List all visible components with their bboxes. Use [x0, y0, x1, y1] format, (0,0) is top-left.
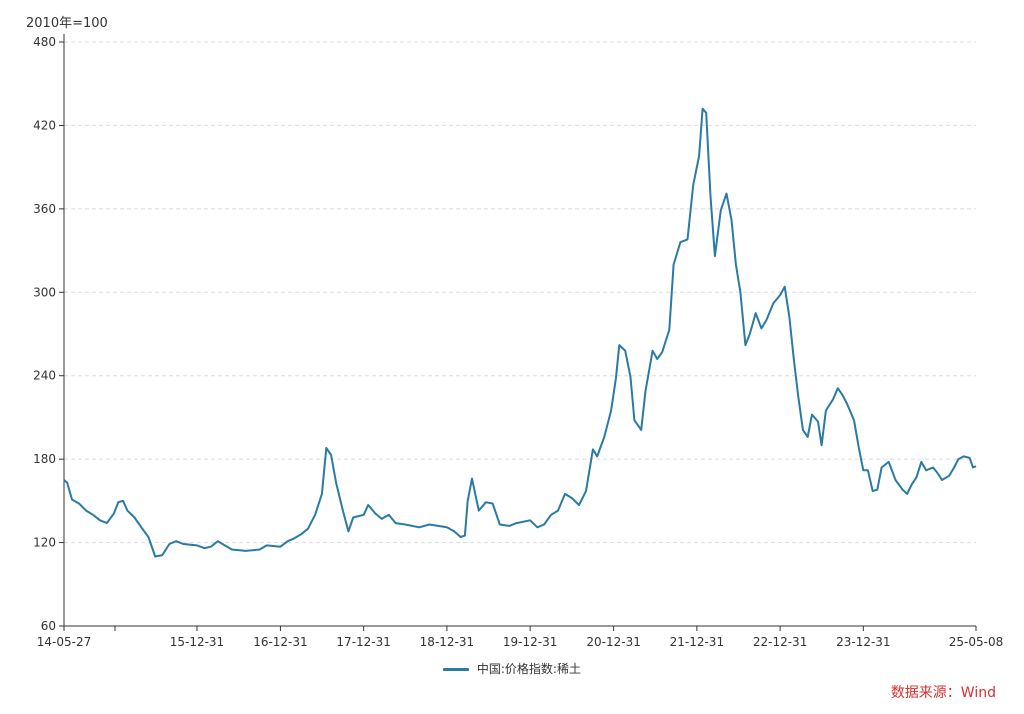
y-tick-label: 480 — [33, 35, 56, 49]
x-tick-label: 21-12-31 — [670, 635, 724, 649]
x-tick-label: 22-12-31 — [753, 635, 807, 649]
x-tick-label: 23-12-31 — [836, 635, 890, 649]
x-tick-label: 15-12-31 — [170, 635, 224, 649]
legend-label: 中国:价格指数:稀土 — [476, 662, 581, 676]
y-tick-label: 420 — [33, 118, 56, 132]
x-tick-label: 20-12-31 — [586, 635, 640, 649]
legend: 中国:价格指数:稀土 — [0, 660, 1024, 677]
y-tick-label: 180 — [33, 452, 56, 466]
y-tick-label: 360 — [33, 202, 56, 216]
x-tick-label: 16-12-31 — [253, 635, 307, 649]
x-tick-label: 18-12-31 — [420, 635, 474, 649]
series-group — [63, 107, 977, 558]
x-tick-label: 25-05-08 — [949, 635, 1003, 649]
x-tick-label: 17-12-31 — [336, 635, 390, 649]
x-tick-label: 19-12-31 — [503, 635, 557, 649]
y-tick-label: 240 — [33, 369, 56, 383]
y-tick-label: 120 — [33, 536, 56, 550]
x-tick-label: 14-05-27 — [37, 635, 91, 649]
y-axis-unit-label: 2010年=100 — [26, 16, 108, 31]
y-axis: 60 120 180 240 300 360 420 480 — [33, 34, 65, 633]
grid-lines — [64, 41, 976, 544]
y-tick-label: 300 — [33, 285, 56, 299]
y-tick-label: 60 — [41, 619, 56, 633]
legend-swatch — [443, 668, 470, 671]
series-line — [63, 107, 977, 558]
source-note: 数据来源：Wind — [890, 685, 996, 701]
x-axis: 14-05-27 15-12-31 16-12-31 17-12-31 18-12-31… — [37, 625, 1003, 649]
